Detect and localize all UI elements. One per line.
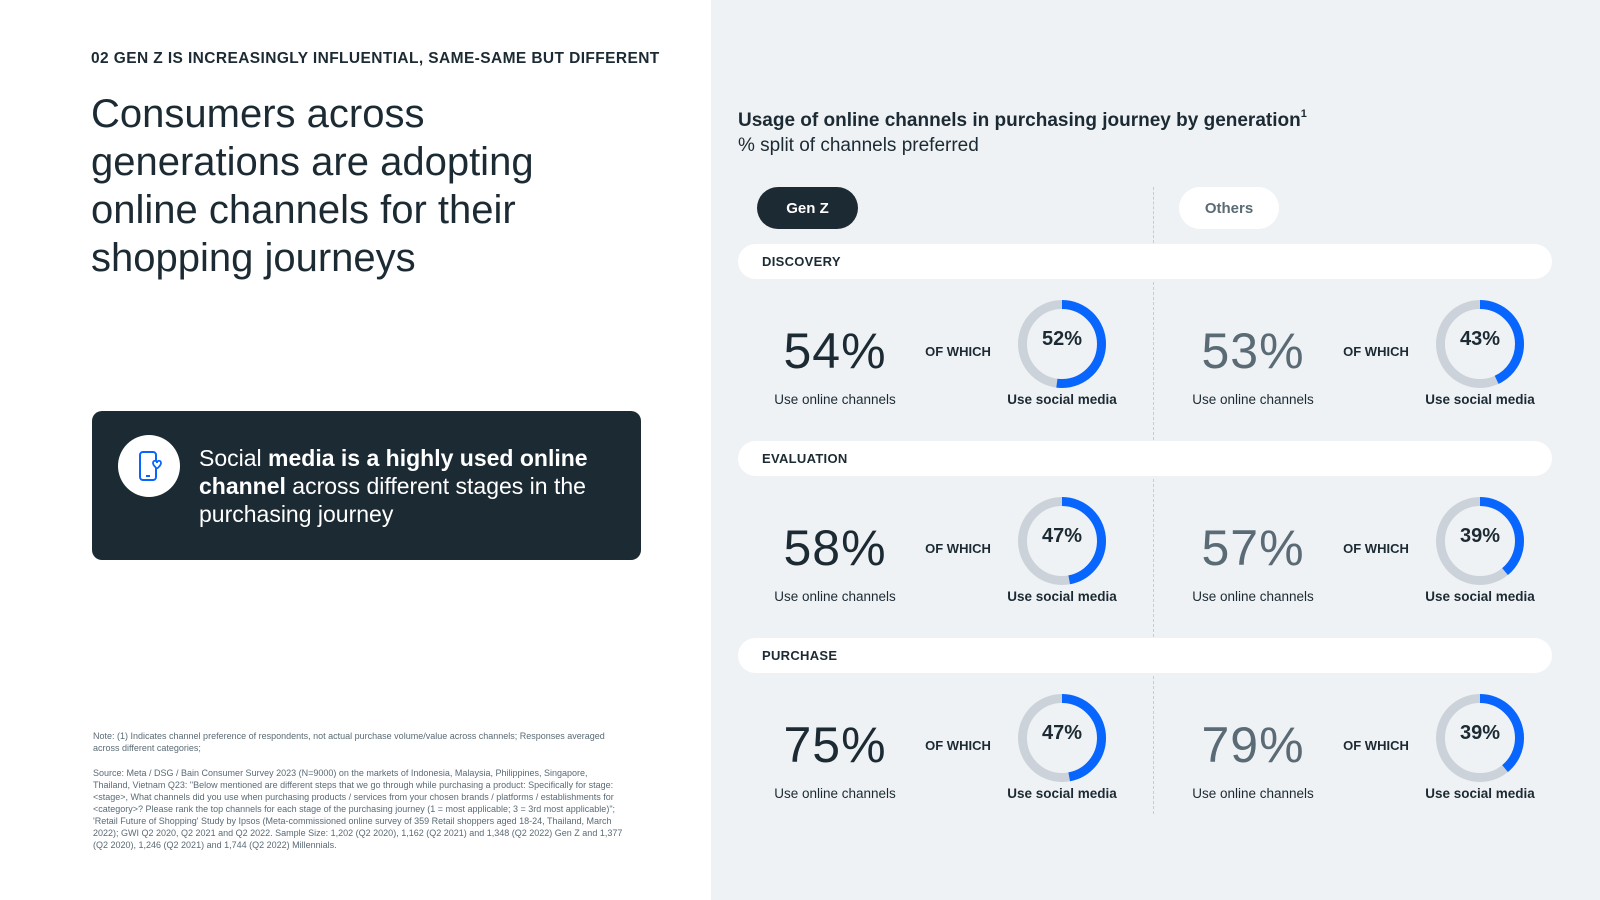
- others-online-pct: 79%: [1201, 717, 1305, 773]
- others-social-donut: [1436, 497, 1524, 585]
- chart-title: Usage of online channels in purchasing j…: [738, 108, 1307, 131]
- donut-arc: [1018, 497, 1106, 585]
- source-text: Source: Meta / DSG / Bain Consumer Surve…: [93, 768, 623, 850]
- stage-header-purchase: PURCHASE: [738, 638, 1552, 673]
- social-media-label: Use social media: [1007, 392, 1117, 407]
- genz-social-pct: 47%: [1041, 525, 1083, 547]
- footnotes: Note: (1) Indicates channel preference o…: [93, 730, 623, 864]
- phone-heart-icon: [118, 435, 180, 497]
- note-text: Note: (1) Indicates channel preference o…: [93, 731, 605, 753]
- stage-header-evaluation: EVALUATION: [738, 441, 1552, 476]
- column-divider: [1153, 282, 1154, 440]
- genz-social-donut: [1018, 300, 1106, 388]
- others-social-pct: 39%: [1459, 525, 1501, 547]
- others-social-donut: [1436, 300, 1524, 388]
- stage-label: DISCOVERY: [762, 254, 841, 269]
- donut-arc: [1436, 694, 1524, 782]
- of-which-label: OF WHICH: [925, 738, 991, 753]
- social-media-label: Use social media: [1425, 392, 1535, 407]
- callout-text: Social media is a highly used online cha…: [199, 445, 588, 527]
- page-title: Consumers across generations are adoptin…: [91, 92, 534, 280]
- genz-online-pct: 58%: [783, 520, 887, 576]
- genz-social-pct: 52%: [1041, 328, 1083, 350]
- stage-header-discovery: DISCOVERY: [738, 244, 1552, 279]
- column-divider: [1153, 187, 1154, 243]
- chart-subtitle: % split of channels preferred: [738, 135, 979, 156]
- genz-social-donut: [1018, 497, 1106, 585]
- social-media-label: Use social media: [1425, 589, 1535, 604]
- footnote-marker: 1: [1300, 108, 1307, 120]
- gen-z-pill: Gen Z: [757, 187, 858, 229]
- others-social-pct: 39%: [1459, 722, 1501, 744]
- section-label: 02 GEN Z IS INCREASINGLY INFLUENTIAL, SA…: [91, 50, 660, 67]
- others-online-pct: 57%: [1201, 520, 1305, 576]
- online-channels-label: Use online channels: [774, 589, 896, 604]
- column-divider: [1153, 479, 1154, 637]
- social-media-label: Use social media: [1425, 786, 1535, 801]
- others-pill: Others: [1179, 187, 1279, 229]
- online-channels-label: Use online channels: [1192, 786, 1314, 801]
- online-channels-label: Use online channels: [1192, 589, 1314, 604]
- others-social-donut: [1436, 694, 1524, 782]
- donut-arc: [1018, 300, 1106, 388]
- others-social-pct: 43%: [1459, 328, 1501, 350]
- of-which-label: OF WHICH: [1343, 344, 1409, 359]
- of-which-label: OF WHICH: [1343, 541, 1409, 556]
- others-online-pct: 53%: [1201, 323, 1305, 379]
- social-media-label: Use social media: [1007, 589, 1117, 604]
- genz-online-pct: 75%: [783, 717, 887, 773]
- callout-box: Social media is a highly used online cha…: [92, 411, 641, 560]
- genz-social-pct: 47%: [1041, 722, 1083, 744]
- online-channels-label: Use online channels: [774, 392, 896, 407]
- stage-label: PURCHASE: [762, 648, 838, 663]
- donut-arc: [1436, 497, 1524, 585]
- social-media-label: Use social media: [1007, 786, 1117, 801]
- of-which-label: OF WHICH: [925, 541, 991, 556]
- online-channels-label: Use online channels: [1192, 392, 1314, 407]
- donut-arc: [1018, 694, 1106, 782]
- donut-arc: [1436, 300, 1524, 388]
- of-which-label: OF WHICH: [925, 344, 991, 359]
- online-channels-label: Use online channels: [774, 786, 896, 801]
- of-which-label: OF WHICH: [1343, 738, 1409, 753]
- genz-online-pct: 54%: [783, 323, 887, 379]
- column-divider: [1153, 676, 1154, 814]
- genz-social-donut: [1018, 694, 1106, 782]
- stage-label: EVALUATION: [762, 451, 848, 466]
